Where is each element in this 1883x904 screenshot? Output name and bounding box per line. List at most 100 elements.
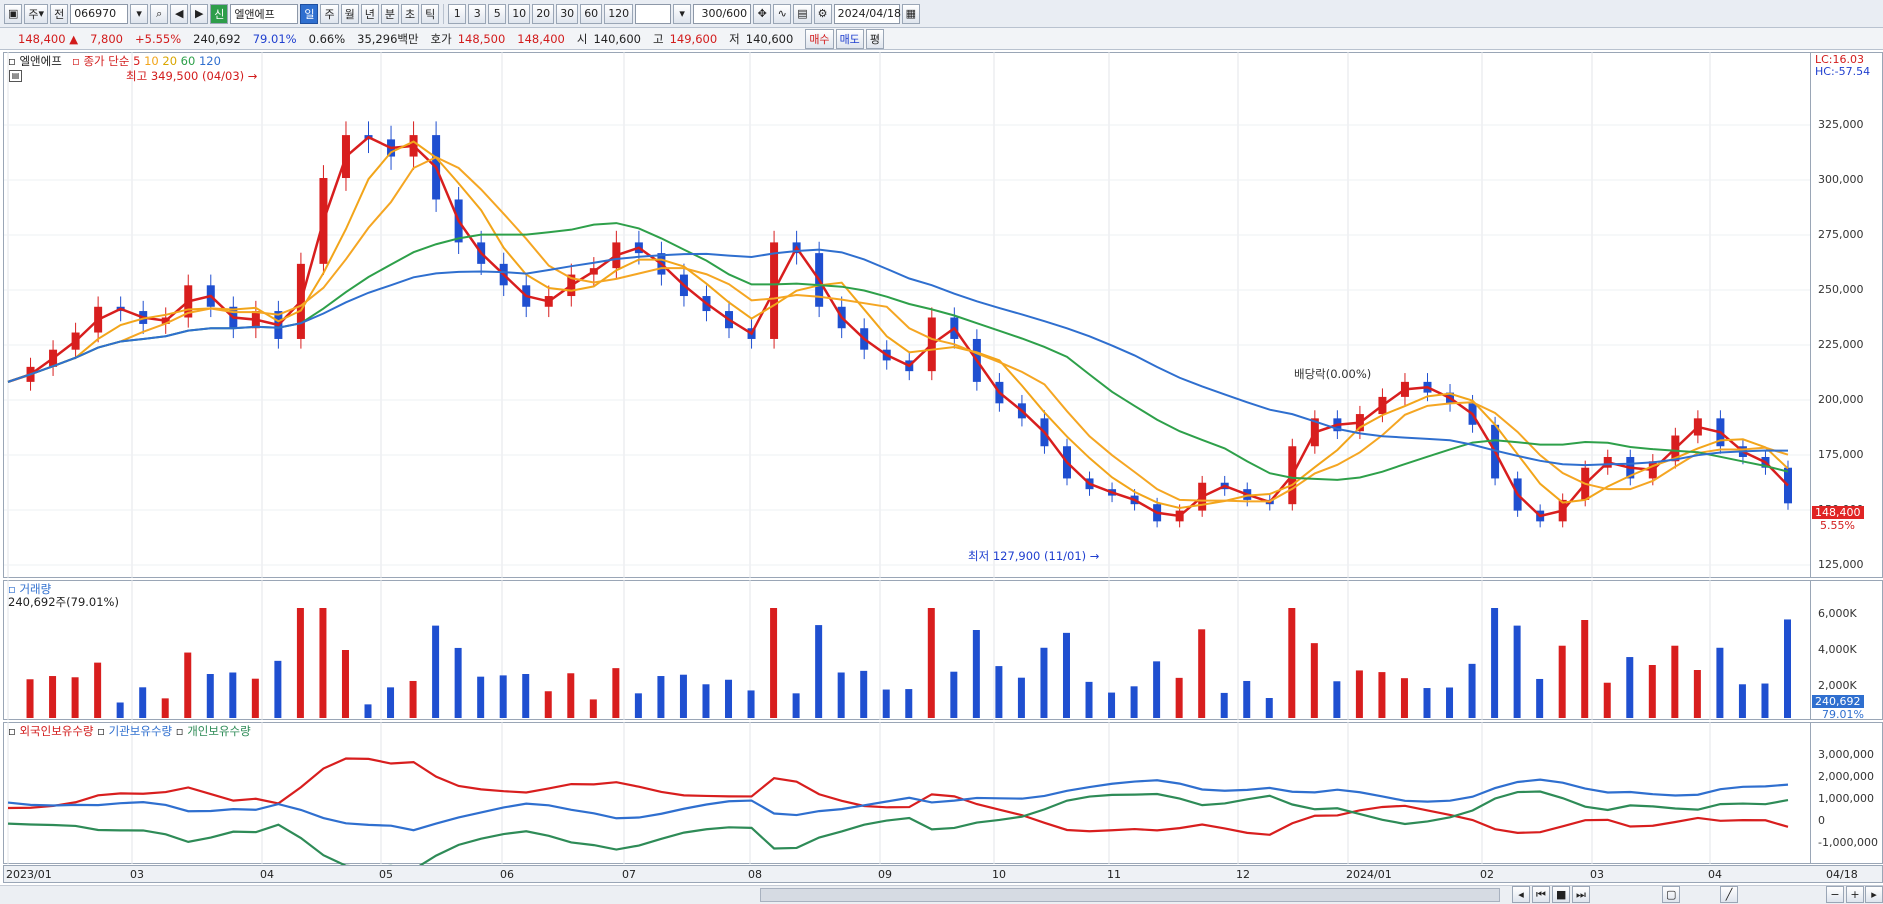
interval-10[interactable]: 10: [508, 3, 531, 24]
line-tool-icon[interactable]: ╱: [1720, 886, 1738, 903]
volume-bar: [860, 670, 868, 718]
interval-20[interactable]: 20: [532, 3, 555, 24]
volume-bar: [702, 684, 710, 718]
volume-bar: [274, 660, 282, 718]
volume-bar: [1400, 678, 1408, 718]
y-tick: 125,000: [1818, 558, 1864, 571]
high-label: 고: [653, 31, 664, 46]
period-month[interactable]: 월: [340, 3, 359, 24]
interval-120[interactable]: 120: [604, 3, 634, 24]
avg-button[interactable]: 평: [865, 28, 884, 49]
date-input[interactable]: 2024/04/18: [833, 3, 901, 24]
zoom-box-icon[interactable]: ▢: [1662, 886, 1681, 903]
save-icon[interactable]: ▤: [793, 3, 812, 24]
y-tick: 225,000: [1818, 338, 1864, 351]
volume-bar: [544, 691, 552, 718]
count-input[interactable]: 300/600: [693, 3, 752, 24]
volume-bar: [567, 673, 575, 718]
scroll-first-icon[interactable]: ⏮: [1532, 886, 1550, 903]
period-minute[interactable]: 분: [380, 3, 399, 24]
next-icon[interactable]: ▶: [190, 3, 209, 24]
volume-bar: [634, 693, 642, 718]
high-annotation: 최고 349,500 (04/03) →: [126, 69, 258, 83]
scroll-stop-icon[interactable]: ■: [1552, 886, 1571, 903]
volume-bar: [1626, 657, 1634, 718]
panel-menu-icon[interactable]: ▤: [9, 70, 22, 82]
x-tick: 2024/01: [1346, 868, 1392, 881]
last-rate-tag: 5.55%: [1820, 519, 1855, 532]
scroll-left-icon[interactable]: ◂: [1512, 886, 1530, 903]
last-volume-tag: 240,692: [1812, 695, 1864, 708]
period-tick[interactable]: 틱: [421, 3, 440, 24]
volume-bar: [1017, 677, 1025, 718]
search-icon[interactable]: ⌕: [150, 3, 169, 24]
interval-1[interactable]: 1: [448, 3, 467, 24]
zoom-in-icon[interactable]: +: [1846, 886, 1864, 903]
layout-icon[interactable]: ▣: [4, 3, 23, 24]
y-tick: 250,000: [1818, 283, 1864, 296]
period-year[interactable]: 년: [360, 3, 379, 24]
volume-bar: [612, 668, 620, 718]
volume-bar: [1558, 645, 1566, 718]
interval-custom-input[interactable]: [635, 3, 672, 24]
volume-bar: [882, 689, 890, 718]
volume-bar: [364, 704, 372, 718]
price-change: 7,800: [90, 31, 123, 46]
market-select[interactable]: 주 ▾: [24, 3, 49, 24]
interval-30[interactable]: 30: [556, 3, 579, 24]
interval-5[interactable]: 5: [488, 3, 507, 24]
volume-bar: [995, 666, 1003, 718]
volume-bar: [319, 608, 327, 718]
volume-bar: [454, 647, 462, 718]
period-second[interactable]: 초: [400, 3, 420, 24]
interval-3[interactable]: 3: [468, 3, 487, 24]
side-button[interactable]: 전: [50, 3, 69, 24]
low-price: 140,600: [745, 31, 794, 46]
volume-sub: 240,692주(79.01%): [8, 595, 119, 609]
holding-line-0: [7, 757, 1789, 836]
volume-bar: [1288, 608, 1296, 718]
settings-icon[interactable]: ⚙: [813, 3, 832, 24]
volume-bar: [1671, 645, 1679, 718]
period-week[interactable]: 주: [320, 3, 339, 24]
sell-button[interactable]: 매도: [835, 28, 864, 49]
volume-bar: [657, 676, 665, 718]
code-input[interactable]: 066970: [70, 3, 129, 24]
period-day[interactable]: 일: [300, 3, 319, 24]
scroll-right-icon[interactable]: ▸: [1865, 886, 1883, 903]
code-dropdown-icon[interactable]: ▾: [130, 3, 149, 24]
tool-icon[interactable]: ✥: [753, 3, 772, 24]
y-tick: 175,000: [1818, 448, 1864, 461]
volume-bar: [1581, 620, 1589, 718]
open-price: 140,600: [593, 31, 641, 46]
x-tick: 09: [878, 868, 892, 881]
calendar-icon[interactable]: ▦: [901, 3, 920, 24]
chart-scrollbar[interactable]: ◂ ⏮ ■ ⏭ ▢ ╱ − + ▸: [0, 885, 1883, 904]
interval-dropdown-icon[interactable]: ▾: [673, 3, 692, 24]
hold-tick: 0: [1818, 814, 1825, 827]
volume-bar: [26, 679, 34, 718]
ma-legend: ▫ 종가 단순 5 10 20 60 120: [72, 54, 221, 68]
interval-60[interactable]: 60: [580, 3, 603, 24]
zoom-out-icon[interactable]: −: [1826, 886, 1844, 903]
prev-icon[interactable]: ◀: [170, 3, 189, 24]
ma-line-10: [7, 140, 1789, 509]
ask-price: 148,500: [457, 31, 506, 46]
hc-label: HC:-57.54: [1815, 65, 1871, 78]
x-tick: 03: [1590, 868, 1604, 881]
vol-tick: 6,000K: [1818, 607, 1857, 620]
low-annotation: 최저 127,900 (11/01) →: [968, 549, 1100, 563]
hold-tick: 1,000,000: [1818, 792, 1874, 805]
volume-bar: [1333, 681, 1341, 718]
scroll-last-icon[interactable]: ⏭: [1572, 886, 1590, 903]
indicator-icon[interactable]: ∿: [773, 3, 792, 24]
x-tick: 10: [992, 868, 1006, 881]
hold-tick: 3,000,000: [1818, 748, 1874, 761]
volume-bar: [161, 698, 169, 718]
hold-tick: -1,000,000: [1818, 836, 1878, 849]
change-rate: +5.55%: [135, 31, 182, 46]
volume-bar: [927, 608, 935, 718]
scroll-thumb[interactable]: [760, 888, 1500, 902]
buy-button[interactable]: 매수: [805, 28, 834, 49]
volume-bar: [1468, 663, 1476, 718]
